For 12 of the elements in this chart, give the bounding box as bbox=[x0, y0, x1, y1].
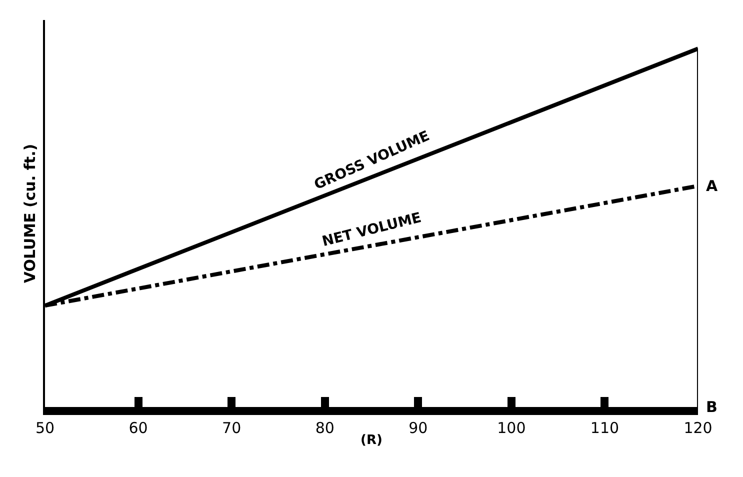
annotation: B bbox=[706, 398, 718, 416]
x-tick-label: 120 bbox=[684, 419, 712, 437]
x-tick-label: 100 bbox=[497, 419, 526, 437]
annotation: A bbox=[706, 177, 718, 195]
x-tick-label: 50 bbox=[35, 419, 55, 437]
y-axis-title: VOLUME (cu. ft.) bbox=[20, 144, 39, 284]
x-tick-label: 60 bbox=[128, 419, 148, 437]
x-tick-label: 90 bbox=[408, 419, 428, 437]
x-tick-label: 70 bbox=[222, 419, 242, 437]
x-tick-label: 110 bbox=[590, 419, 620, 437]
x-axis-title: (R) bbox=[360, 433, 382, 448]
x-tick-label: 80 bbox=[315, 419, 334, 437]
